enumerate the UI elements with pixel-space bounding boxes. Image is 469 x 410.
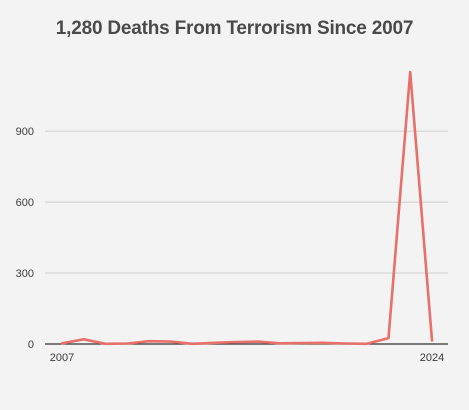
x-tick-label-2024: 2024 xyxy=(420,352,444,364)
y-axis-ticks: 0 300 600 900 xyxy=(16,126,34,351)
series-lines xyxy=(60,70,434,346)
y-tick-label-600: 600 xyxy=(16,197,34,209)
x-axis-ticks: 2007 2024 xyxy=(50,352,444,364)
chart-title: 1,280 Deaths From Terrorism Since 2007 xyxy=(55,18,414,39)
x-tick-label-2007: 2007 xyxy=(50,352,74,364)
gridlines xyxy=(45,130,448,345)
y-tick-label-0: 0 xyxy=(28,339,34,351)
y-tick-label-900: 900 xyxy=(16,126,34,138)
series-line-0 xyxy=(60,70,434,346)
y-tick-label-300: 300 xyxy=(16,268,34,280)
